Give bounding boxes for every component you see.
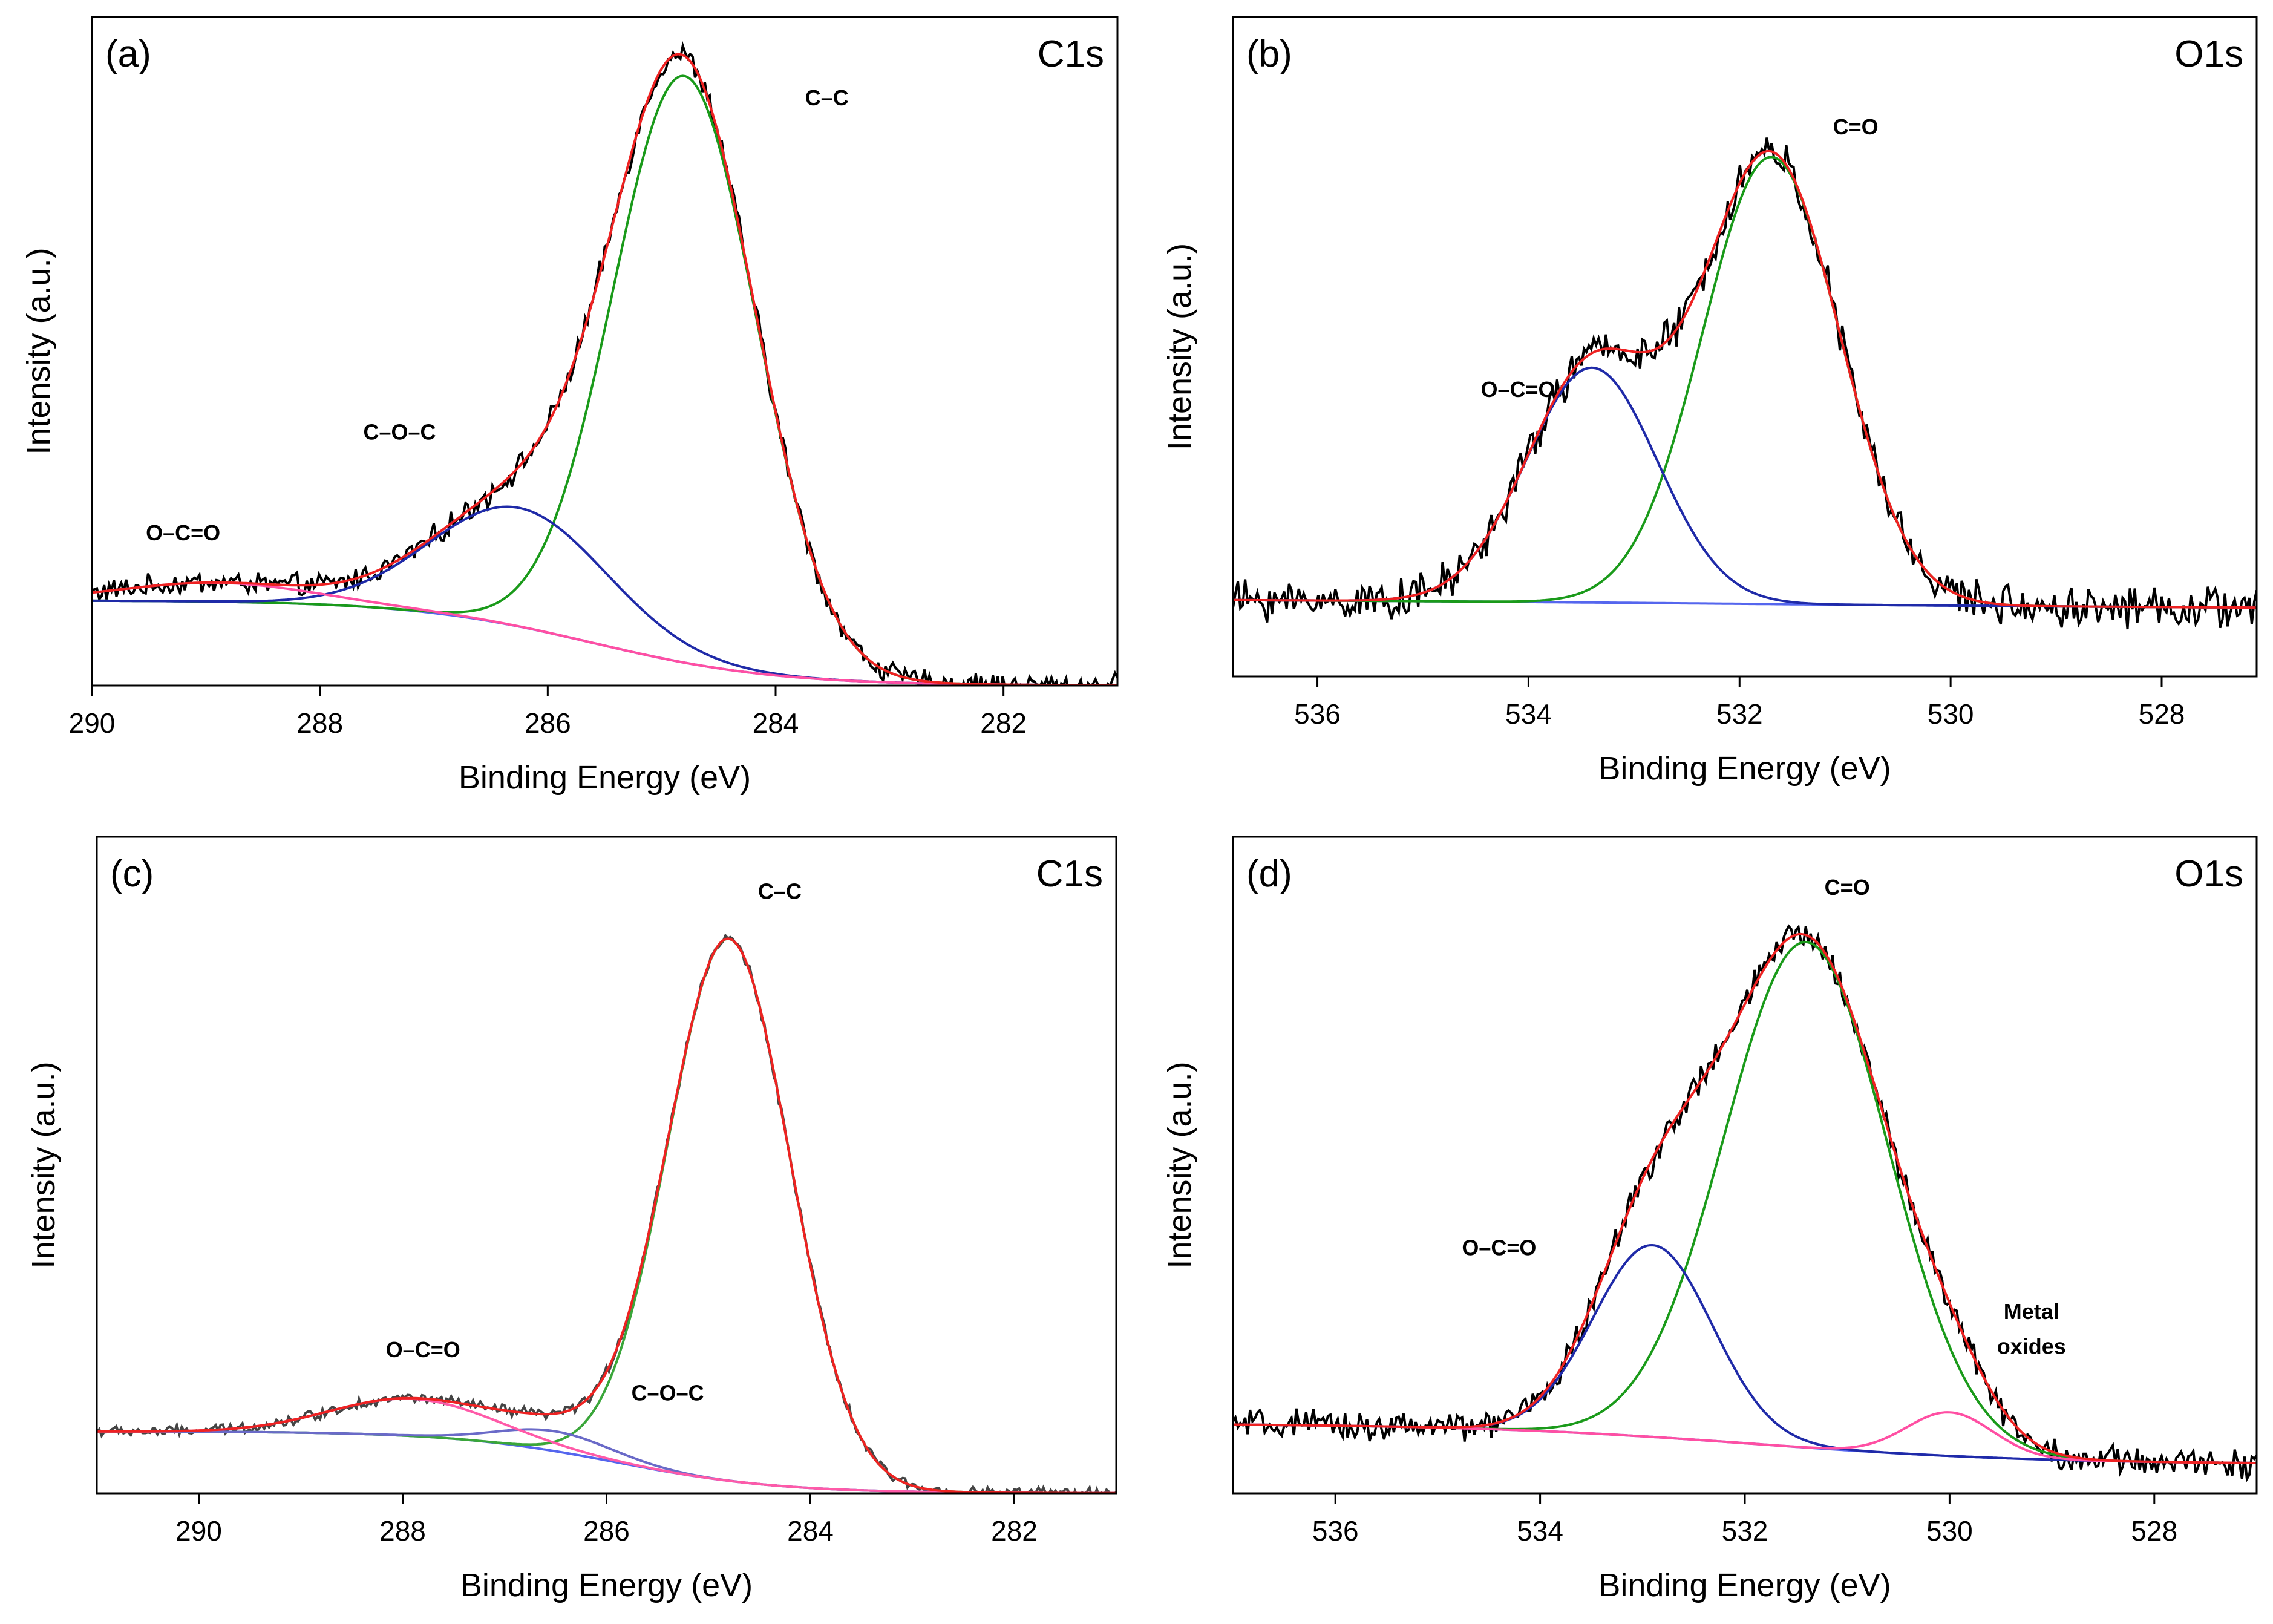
plot-frame xyxy=(96,836,1117,1495)
baseline-line xyxy=(92,599,1117,686)
x-axis-title: Binding Energy (eV) xyxy=(1598,1567,1891,1603)
peak-0-line xyxy=(97,937,1116,1493)
chart-panel-b: 536 534 532 530 528 Binding Energy (eV) Intens… xyxy=(1162,16,2258,787)
chart-panel-d: 536 534 532 530 528 Binding Energy (eV) Intens… xyxy=(1162,836,2258,1603)
y-axis-title: Intensity (a.u.) xyxy=(1162,243,1198,450)
peak-annotation: O–C=O xyxy=(1462,1235,1536,1260)
y-axis-title: Intensity (a.u.) xyxy=(25,1061,62,1268)
x-tick-label: 288 xyxy=(296,707,343,739)
x-tick-label: 284 xyxy=(787,1515,834,1547)
panel-label: (a) xyxy=(105,33,151,75)
curves xyxy=(97,933,1116,1493)
x-axis-title: Binding Energy (eV) xyxy=(1598,750,1891,787)
x-axis-title: Binding Energy (eV) xyxy=(460,1567,753,1603)
x-tick-label: 290 xyxy=(175,1515,222,1547)
peak-annotation: C–O–C xyxy=(632,1380,704,1405)
plot-frame xyxy=(91,16,1119,687)
fit-envelope-line xyxy=(92,53,1117,686)
chart-panel-c: 290 288 286 284 282 Binding Energy (eV) Intens… xyxy=(25,836,1117,1603)
fit-envelope-line xyxy=(97,937,1116,1493)
x-tick-label: 536 xyxy=(1294,698,1341,730)
peak-2-line xyxy=(92,581,1117,686)
x-tick-label: 534 xyxy=(1505,698,1552,730)
x-tick-label: 530 xyxy=(1926,1515,1973,1547)
peak-annotation: C–C xyxy=(758,879,802,903)
fit-envelope-line xyxy=(1233,149,2257,609)
peak-annotation: C–C xyxy=(805,85,849,110)
raw-spectrum-line xyxy=(1233,924,2257,1483)
x-tick-label: 532 xyxy=(1716,698,1763,730)
curves xyxy=(1233,137,2257,630)
raw-spectrum-line xyxy=(92,41,1117,686)
region-label: O1s xyxy=(2174,33,2243,75)
x-tick-label: 528 xyxy=(2131,1515,2177,1547)
peak-1-line xyxy=(92,505,1117,686)
plot-frame xyxy=(1232,16,2258,678)
x-tick-label: 530 xyxy=(1928,698,1974,730)
region-label: O1s xyxy=(2174,853,2243,895)
peak-annotation: O–C=O xyxy=(1480,377,1555,402)
peak-annotation: oxides xyxy=(1997,1334,2066,1359)
chart-panel-a: 290 288 286 284 282 Binding Energy (eV) Intens… xyxy=(21,16,1119,796)
curves xyxy=(1233,924,2257,1483)
x-tick-label: 528 xyxy=(2139,698,2185,730)
raw-spectrum-line xyxy=(97,933,1116,1493)
peak-1-line xyxy=(1233,366,2257,609)
region-label: C1s xyxy=(1036,853,1103,895)
x-tick-label: 284 xyxy=(753,707,799,739)
peak-annotation: C–O–C xyxy=(363,419,436,444)
peak-annotation: C=O xyxy=(1833,114,1879,139)
y-axis-title: Intensity (a.u.) xyxy=(1162,1061,1198,1268)
y-axis-title: Intensity (a.u.) xyxy=(21,247,57,454)
region-label: C1s xyxy=(1038,33,1104,75)
x-tick-label: 282 xyxy=(991,1515,1038,1547)
x-tick-label: 536 xyxy=(1312,1515,1359,1547)
x-tick-label: 286 xyxy=(583,1515,630,1547)
peak-0-line xyxy=(92,74,1117,686)
curves xyxy=(92,41,1117,686)
panel-label: (d) xyxy=(1246,853,1292,895)
raw-spectrum-line xyxy=(1233,137,2257,630)
x-tick-label: 286 xyxy=(525,707,571,739)
x-tick-label: 534 xyxy=(1517,1515,1563,1547)
plot-frame xyxy=(1232,836,2258,1495)
peak-2-line xyxy=(1233,1411,2257,1464)
peak-annotation: Metal xyxy=(2004,1299,2059,1324)
peak-0-line xyxy=(1233,156,2257,609)
panel-label: (c) xyxy=(110,853,154,895)
fit-envelope-line xyxy=(1233,932,2257,1464)
x-tick-label: 532 xyxy=(1722,1515,1768,1547)
panel-label: (b) xyxy=(1246,33,1292,75)
peak-annotation: O–C=O xyxy=(386,1337,460,1362)
peak-annotation: O–C=O xyxy=(146,520,220,545)
peak-annotation: C=O xyxy=(1825,875,1870,900)
x-tick-label: 290 xyxy=(69,707,116,739)
baseline-line xyxy=(97,1430,1116,1493)
x-tick-label: 282 xyxy=(980,707,1027,739)
peak-2-line xyxy=(97,1397,1116,1493)
x-tick-label: 288 xyxy=(379,1515,426,1547)
x-axis-title: Binding Energy (eV) xyxy=(459,759,751,796)
